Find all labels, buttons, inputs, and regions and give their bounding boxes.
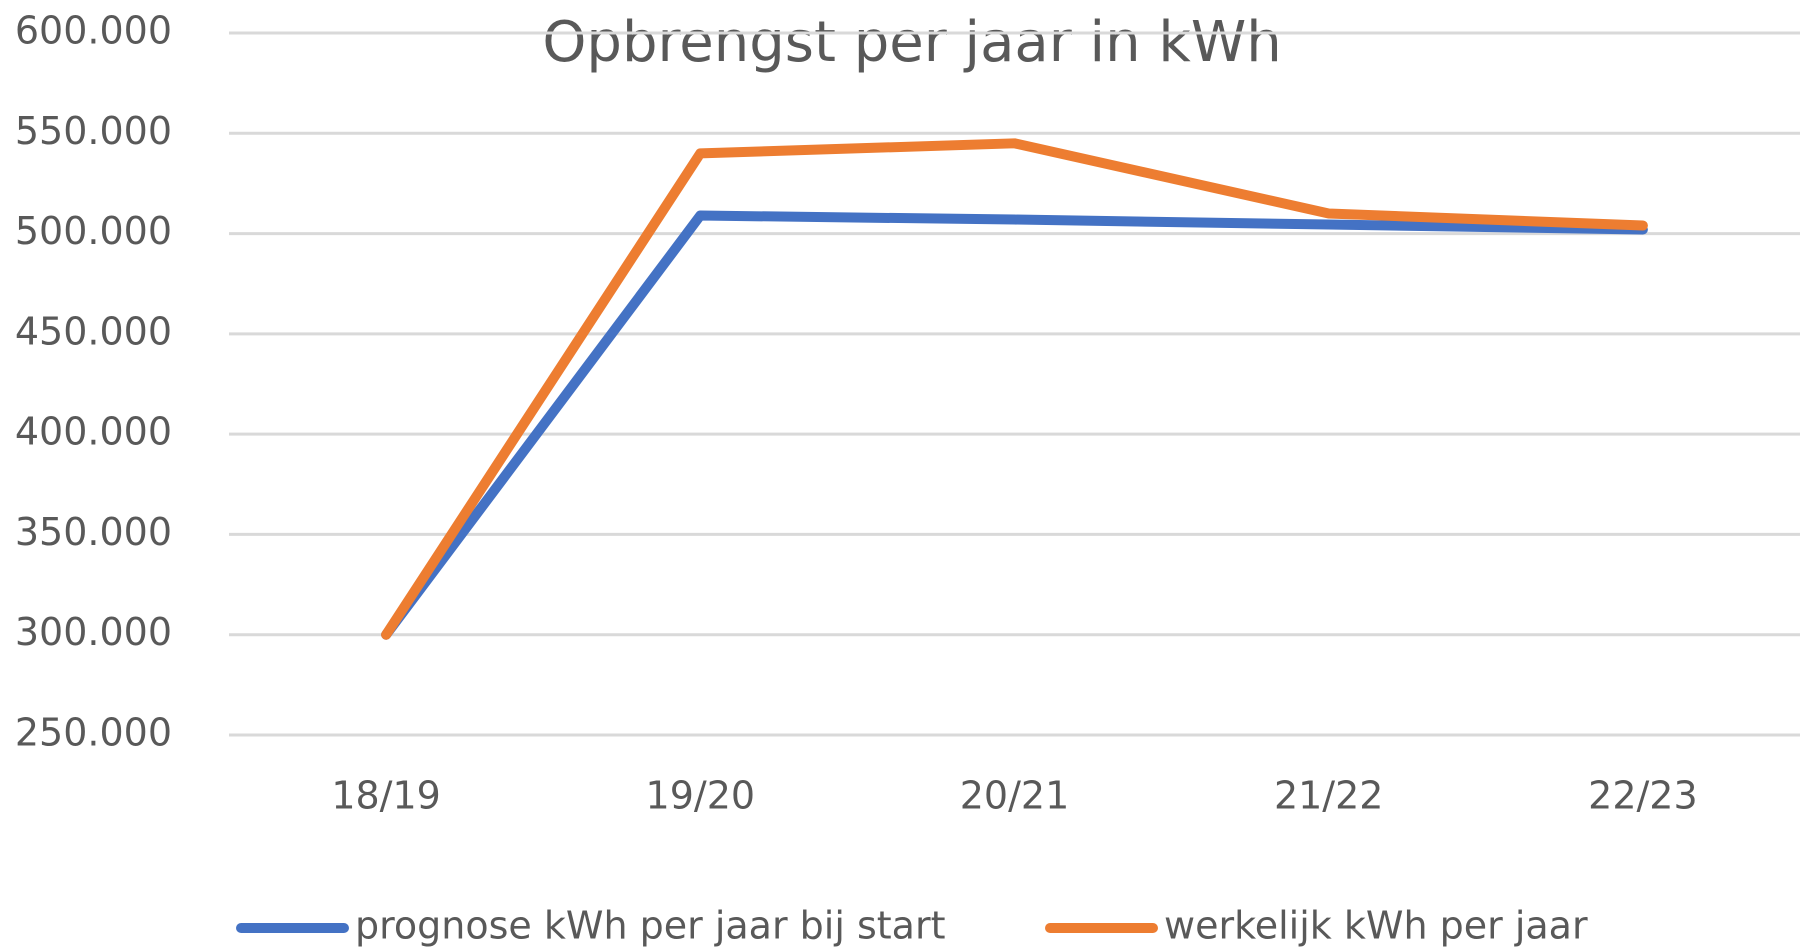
y-tick-label: 350.000 bbox=[15, 510, 172, 554]
x-tick-label: 19/20 bbox=[646, 774, 756, 818]
x-tick-label: 18/19 bbox=[331, 774, 441, 818]
y-tick-label: 250.000 bbox=[15, 711, 172, 755]
x-tick-label: 20/21 bbox=[960, 774, 1070, 818]
y-tick-label: 400.000 bbox=[15, 410, 172, 454]
chart-title: Opbrengst per jaar in kWh bbox=[542, 10, 1281, 75]
y-tick-label: 300.000 bbox=[15, 610, 172, 654]
y-tick-label: 450.000 bbox=[15, 309, 172, 353]
legend-label: werkelijk kWh per jaar bbox=[1164, 904, 1588, 948]
legend-label: prognose kWh per jaar bij start bbox=[355, 904, 945, 948]
data-line bbox=[381, 210, 1648, 640]
y-tick-label: 550.000 bbox=[15, 109, 172, 153]
x-tick-label: 21/22 bbox=[1274, 774, 1384, 818]
data-line bbox=[381, 138, 1648, 640]
x-tick-label: 22/23 bbox=[1588, 774, 1698, 818]
y-tick-label: 500.000 bbox=[15, 209, 172, 253]
y-tick-label: 600.000 bbox=[15, 9, 172, 53]
